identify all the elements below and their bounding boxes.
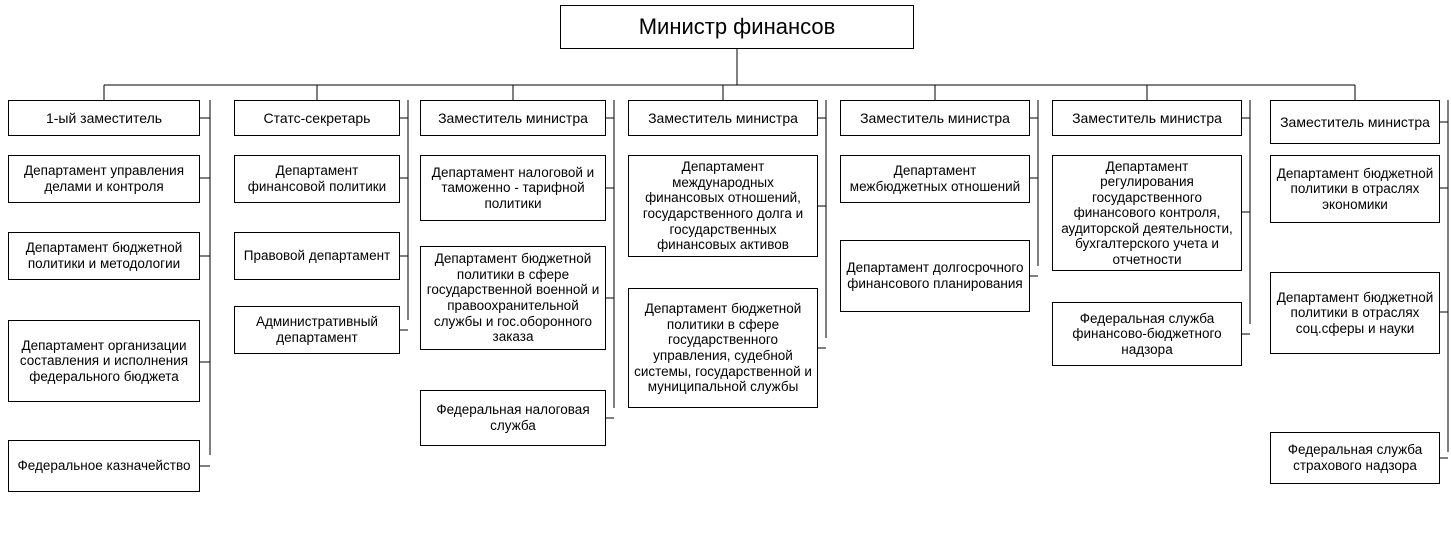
child-node: Департамент бюджетной политики в сфере г…	[420, 246, 606, 350]
child-node: Департамент организации составления и ис…	[8, 320, 200, 402]
child-node: Административный департамент	[234, 306, 400, 354]
child-node: Федеральная налоговая служба	[420, 390, 606, 446]
child-node: Департамент финансовой политики	[234, 155, 400, 203]
child-node: Департамент межбюджетных отношений	[840, 155, 1030, 203]
child-node: Департамент управления делами и контроля	[8, 155, 200, 203]
column-head: Заместитель министра	[840, 100, 1030, 136]
org-chart: Министр финансов 1-ый заместитель Департам…	[0, 0, 1451, 540]
child-node: Департамент бюджетной политики в отрасля…	[1270, 272, 1440, 354]
child-node: Правовой департамент	[234, 232, 400, 280]
column-head: Заместитель министра	[1052, 100, 1242, 136]
root-node: Министр финансов	[560, 5, 914, 49]
child-node: Федеральная служба страхового надзора	[1270, 432, 1440, 484]
column-head: Заместитель министра	[1270, 100, 1440, 144]
child-node: Департамент международных финансовых отн…	[628, 155, 818, 257]
column-head: 1-ый заместитель	[8, 100, 200, 136]
child-node: Департамент бюджетной политики и методол…	[8, 232, 200, 280]
column-head: Заместитель министра	[628, 100, 818, 136]
child-node: Департамент долгосрочного финансового пл…	[840, 240, 1030, 312]
child-node: Департамент бюджетной политики в отрасля…	[1270, 155, 1440, 223]
child-node: Департамент налоговой и таможенно - тари…	[420, 155, 606, 221]
child-node: Федеральное казначейство	[8, 440, 200, 492]
child-node: Федеральная служба финансово-бюджетного …	[1052, 302, 1242, 366]
child-node: Департамент бюджетной политики в сфере г…	[628, 288, 818, 408]
child-node: Департамент регулирования государственно…	[1052, 155, 1242, 271]
column-head: Заместитель министра	[420, 100, 606, 136]
column-head: Статс-секретарь	[234, 100, 400, 136]
